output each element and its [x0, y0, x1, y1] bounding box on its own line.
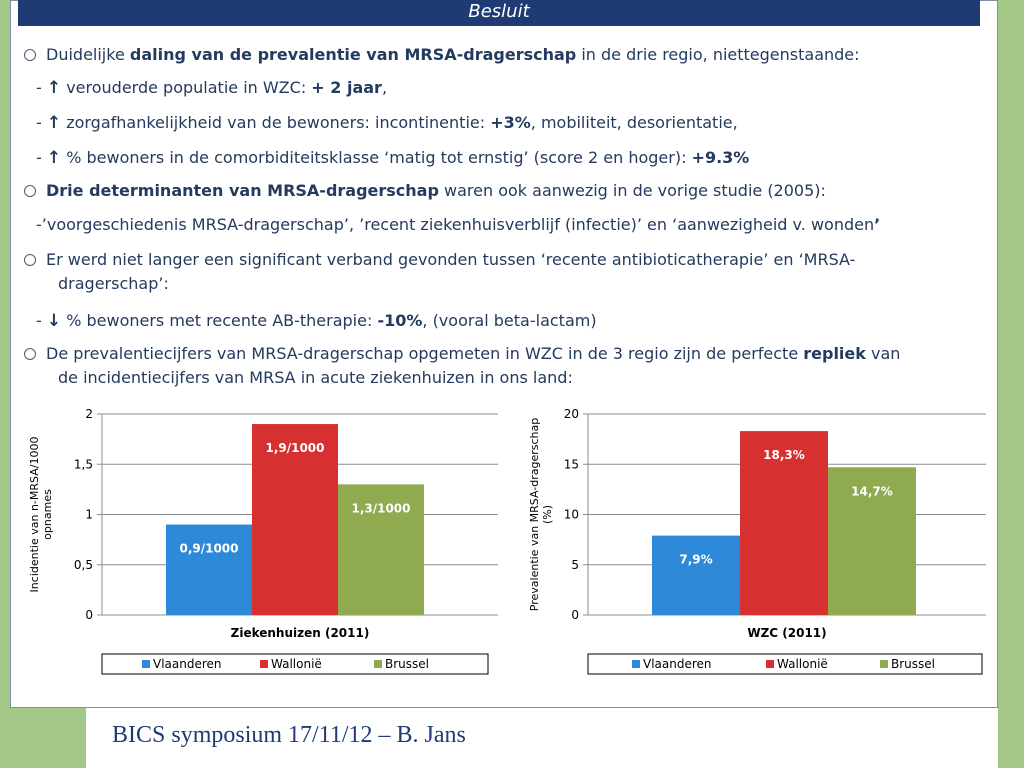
legend-entry: Wallonië [777, 657, 828, 671]
legend-swatch [766, 660, 774, 668]
sub-bullet-2: - ↑ zorgafhankelijkheid van de bewoners:… [36, 113, 738, 133]
y-tick-label: 5 [571, 558, 579, 572]
legend-swatch [632, 660, 640, 668]
bar-vlaanderen [652, 535, 740, 615]
data-label: 1,9/1000 [265, 441, 324, 455]
chart-ziekenhuizen: 0 0,5 1 1,5 2 0,9/1000 1,9/1000 1,3/1000 Ziekenh… [28, 407, 498, 675]
arrow-up-icon: ↑ [46, 148, 62, 168]
bullet-3: Er werd niet langer een significant verb… [24, 249, 855, 271]
bar-wallonië [740, 431, 828, 615]
bullet-2-continuation: -’voorgeschiedenis MRSA-dragerschap’, ’r… [36, 215, 881, 234]
y-tick-label: 0 [85, 608, 93, 622]
y-tick-label: 10 [564, 508, 579, 522]
arrow-up-icon: ↑ [46, 78, 62, 98]
bullet-circle-icon [24, 49, 36, 61]
data-label: 7,9% [679, 553, 712, 567]
arrow-down-icon: ↓ [46, 311, 62, 331]
y-axis-label: Prevalentie van MRSA-dragerschap [528, 418, 541, 611]
y-tick-label: 1,5 [74, 457, 93, 471]
bullet-4-line-2: de incidentiecijfers van MRSA in acute z… [58, 368, 573, 387]
bar-brussel [828, 467, 916, 615]
data-label: 1,3/1000 [351, 501, 410, 515]
legend-entry: Brussel [891, 657, 935, 671]
y-axis-label: opnames [41, 489, 54, 540]
data-label: 0,9/1000 [179, 542, 238, 556]
data-label: 14,7% [851, 484, 893, 498]
bar-wallonië [252, 424, 338, 615]
legend-entry: Vlaanderen [153, 657, 222, 671]
bullet-3-line-2: dragerschap’: [58, 274, 169, 293]
right-green-strip [998, 0, 1024, 768]
chart-wzc: 0 5 10 15 20 7,9% 18,3% 14,7% WZC (2011) Prevalen… [528, 407, 986, 675]
left-green-strip [0, 0, 10, 768]
legend-swatch [260, 660, 268, 668]
data-label: 18,3% [763, 448, 805, 462]
bullet-4: De prevalentiecijfers van MRSA-dragersch… [24, 343, 900, 365]
y-axis-label-group: Incidentie van n-MRSA/1000 opnames [28, 437, 54, 593]
y-tick-label: 1 [85, 508, 93, 522]
y-axis-label-group: Prevalentie van MRSA-dragerschap (%) [528, 418, 554, 611]
legend-box [101, 653, 489, 675]
sub-bullet-3: - ↑ % bewoners in de comorbiditeitsklass… [36, 148, 750, 168]
bullet-circle-icon [24, 254, 36, 266]
sub-bullet-4: - ↓ % bewoners met recente AB-therapie: … [36, 311, 597, 331]
bullet-circle-icon [24, 185, 36, 197]
legend-entry: Vlaanderen [643, 657, 712, 671]
bullet-1: Duidelijke daling van de prevalentie van… [24, 44, 860, 66]
y-tick-label: 0 [571, 608, 579, 622]
slide-title: Besluit [18, 0, 980, 26]
bar-vlaanderen [166, 524, 252, 615]
footer-text: BICS symposium 17/11/12 – B. Jans [112, 722, 466, 748]
bullet-2: Drie determinanten van MRSA-dragerschap … [24, 180, 826, 202]
y-tick-label: 15 [564, 457, 579, 471]
bottom-green-block [0, 708, 86, 768]
legend-swatch [374, 660, 382, 668]
legend-entry: Brussel [385, 657, 429, 671]
bullet-circle-icon [24, 348, 36, 360]
legend-box [587, 653, 983, 675]
y-tick-label: 2 [85, 407, 93, 421]
arrow-up-icon: ↑ [46, 113, 62, 133]
x-axis-label: Ziekenhuizen (2011) [231, 626, 370, 640]
legend-swatch [880, 660, 888, 668]
legend-entry: Wallonië [271, 657, 322, 671]
y-axis-label: Incidentie van n-MRSA/1000 [28, 437, 41, 593]
bar-brussel [338, 484, 424, 615]
legend-swatch [142, 660, 150, 668]
x-axis-label: WZC (2011) [747, 626, 826, 640]
sub-bullet-1: - ↑ verouderde populatie in WZC: + 2 jaa… [36, 78, 388, 98]
y-axis-label: (%) [541, 505, 554, 524]
y-tick-label: 0,5 [74, 558, 93, 572]
y-tick-label: 20 [564, 407, 579, 421]
